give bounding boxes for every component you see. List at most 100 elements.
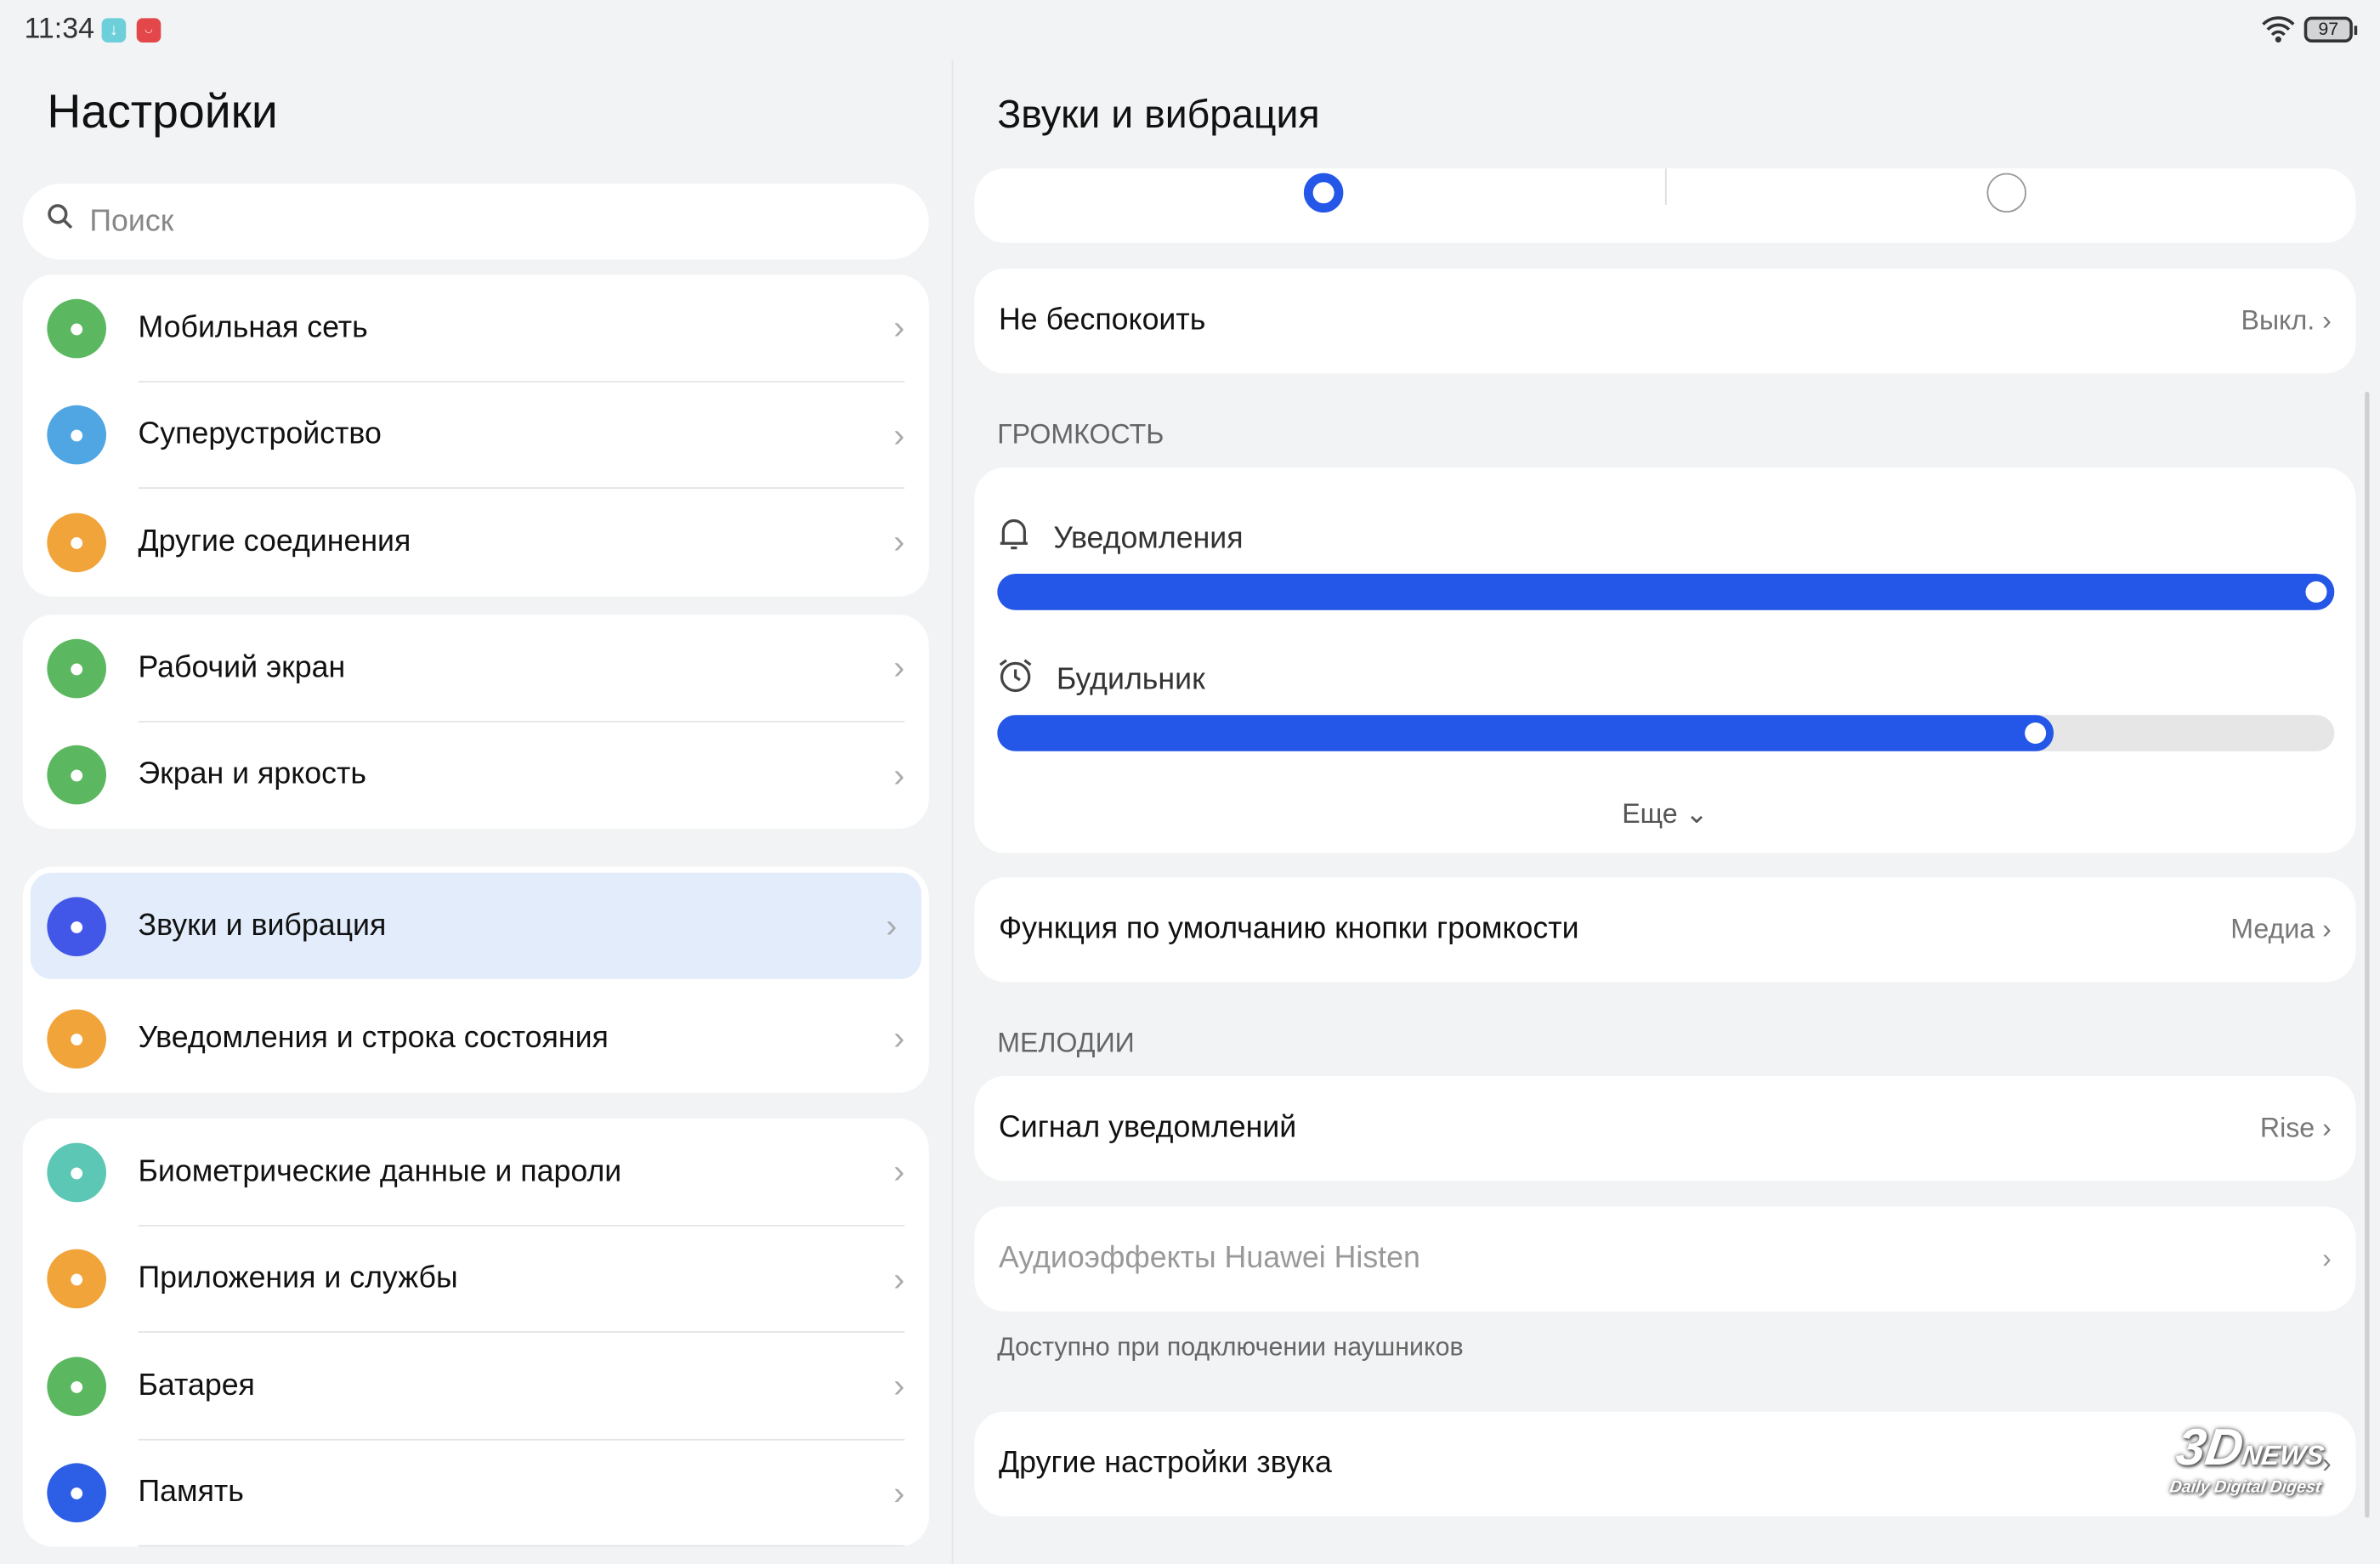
slider-thumb[interactable]	[2025, 722, 2047, 744]
status-time: 11:34	[24, 14, 94, 46]
apps-icon: ●	[47, 1250, 106, 1309]
row-divider	[138, 487, 905, 489]
settings-group: ● Звуки и вибрация › ● Уведомления и строка …	[22, 866, 929, 1092]
eye-icon: ●	[47, 745, 106, 805]
row-divider	[138, 1331, 905, 1333]
chevron-right-icon: ›	[893, 308, 905, 347]
sidebar-item-label: Батарея	[138, 1368, 255, 1402]
search-input[interactable]: Поиск	[22, 184, 929, 260]
settings-group: ● Рабочий экран › ● Экран и яркость ›	[22, 615, 929, 829]
mode-radio-vibrate[interactable]	[1986, 173, 2026, 212]
chevron-right-icon: ›	[893, 522, 905, 561]
page-title: Настройки	[47, 84, 278, 139]
mode-divider	[1664, 168, 1667, 206]
chevron-right-icon: ›	[2322, 304, 2332, 336]
more-button[interactable]: Еще ⌄	[974, 798, 2355, 830]
sidebar-item[interactable]: ● Суперустройство ›	[23, 382, 929, 489]
sidebar-item-label: Память	[138, 1476, 244, 1510]
sidebar-item-label: Рабочий экран	[138, 650, 346, 684]
mobile-network-icon: ●	[47, 298, 106, 358]
chevron-right-icon: ›	[893, 648, 905, 687]
sidebar-item-label: Экран и яркость	[138, 757, 366, 791]
sidebar-item[interactable]: ● Экран и яркость ›	[23, 722, 929, 829]
volume-key-row[interactable]: Функция по умолчанию кнопки громкости Мед…	[974, 877, 2356, 983]
volume-key-value: Медиа	[2230, 913, 2315, 944]
volume-label-notifications: Уведомления	[1053, 521, 1244, 555]
sidebar-item[interactable]: ● Биометрические данные и пароли ›	[23, 1119, 929, 1226]
volume-key-label: Функция по умолчанию кнопки громкости	[998, 912, 1579, 946]
wifi-icon	[2262, 15, 2295, 50]
volume-label-alarm: Будильник	[1056, 662, 1205, 696]
histen-label: Аудиоэффекты Huawei Histen	[998, 1241, 1420, 1275]
search-placeholder: Поиск	[89, 204, 174, 238]
volume-slider-notifications[interactable]	[997, 573, 2335, 610]
scrollbar[interactable]	[2365, 391, 2370, 1518]
row-divider	[138, 1224, 905, 1226]
sidebar-item-label: Мобильная сеть	[138, 310, 368, 344]
battery-indicator: 97	[2304, 16, 2358, 42]
panel-divider	[951, 60, 954, 1564]
huawei-appgallery-icon: ◡	[136, 18, 162, 42]
histen-row[interactable]: Аудиоэффекты Huawei Histen ›	[974, 1206, 2356, 1312]
watermark-logo: 3DNEWS Daily Digital Digest	[2168, 1419, 2326, 1497]
chevron-down-icon: ⌄	[1685, 798, 1708, 829]
more-label: Еще	[1622, 798, 1678, 829]
sidebar-item[interactable]: ● Рабочий экран ›	[23, 615, 929, 722]
download-icon: ↓	[101, 18, 127, 42]
sidebar-item[interactable]: ● Другие соединения ›	[23, 489, 929, 596]
chevron-right-icon: ›	[2322, 1448, 2332, 1479]
other-sound-label: Другие настройки звука	[998, 1446, 1332, 1481]
row-divider	[138, 1437, 905, 1440]
volume-slider-alarm[interactable]	[997, 715, 2335, 751]
chevron-right-icon: ›	[2322, 913, 2332, 944]
sound-mode-selector	[974, 168, 2356, 243]
sidebar-item[interactable]: ● Приложения и службы ›	[23, 1226, 929, 1333]
ringtone-label: Сигнал уведомлений	[998, 1111, 1297, 1145]
bell-icon: ●	[47, 1009, 106, 1068]
sidebar-item[interactable]: ● Мобильная сеть ›	[23, 275, 929, 382]
chevron-right-icon: ›	[893, 1018, 905, 1057]
dnd-row[interactable]: Не беспокоить Выкл. ›	[974, 269, 2356, 374]
link-icon: ●	[47, 513, 106, 572]
sidebar-item[interactable]: ● Память ›	[23, 1440, 929, 1547]
search-icon	[47, 203, 74, 240]
row-divider	[138, 1544, 905, 1547]
storage-icon: ●	[47, 1463, 106, 1523]
superdevice-icon: ●	[47, 405, 106, 465]
dnd-label: Не беспокоить	[998, 303, 1206, 337]
row-divider	[138, 380, 905, 382]
sidebar-item-label: Уведомления и строка состояния	[138, 1021, 609, 1055]
key-icon: ●	[47, 1142, 106, 1202]
row-divider	[138, 720, 905, 722]
sidebar-item-label: Приложения и службы	[138, 1261, 458, 1295]
ringtone-row[interactable]: Сигнал уведомлений Rise ›	[974, 1076, 2356, 1182]
mode-radio-sound[interactable]	[1303, 173, 1344, 212]
chevron-right-icon: ›	[2322, 1112, 2332, 1143]
chevron-right-icon: ›	[893, 1259, 905, 1298]
chevron-right-icon: ›	[893, 1152, 905, 1191]
ringtone-value: Rise	[2259, 1112, 2315, 1143]
speaker-icon: ●	[47, 896, 106, 956]
sidebar-item-label: Звуки и вибрация	[138, 908, 387, 943]
sidebar-item-label: Суперустройство	[138, 417, 382, 451]
chevron-right-icon: ›	[893, 755, 905, 794]
sidebar-item[interactable]: ● Батарея ›	[23, 1333, 929, 1440]
histen-caption: Доступно при подключении наушников	[997, 1332, 1464, 1362]
chevron-right-icon: ›	[886, 906, 898, 944]
sidebar-item[interactable]: ● Звуки и вибрация ›	[30, 872, 921, 979]
slider-thumb[interactable]	[2305, 581, 2327, 603]
battery-icon: ●	[47, 1356, 106, 1416]
chevron-right-icon: ›	[893, 1366, 905, 1405]
other-sound-settings-row[interactable]: Другие настройки звука ›	[974, 1411, 2356, 1516]
sidebar-item-label: Другие соединения	[138, 524, 411, 558]
sidebar-item[interactable]: ● Уведомления и строка состояния ›	[23, 985, 929, 1092]
alarm-clock-icon	[997, 657, 1034, 703]
settings-group: ● Биометрические данные и пароли › ● Приложе…	[22, 1119, 929, 1547]
sidebar-item-label: Биометрические данные и пароли	[138, 1154, 622, 1188]
detail-title: Звуки и вибрация	[997, 91, 1320, 137]
home-screen-icon: ●	[47, 638, 106, 698]
volume-card: Уведомления Будильник Еще ⌄	[974, 467, 2356, 853]
chevron-right-icon: ›	[893, 1473, 905, 1512]
chevron-right-icon: ›	[893, 415, 905, 454]
settings-group: ● Мобильная сеть › ● Суперустройство › ● Другие…	[22, 275, 929, 596]
